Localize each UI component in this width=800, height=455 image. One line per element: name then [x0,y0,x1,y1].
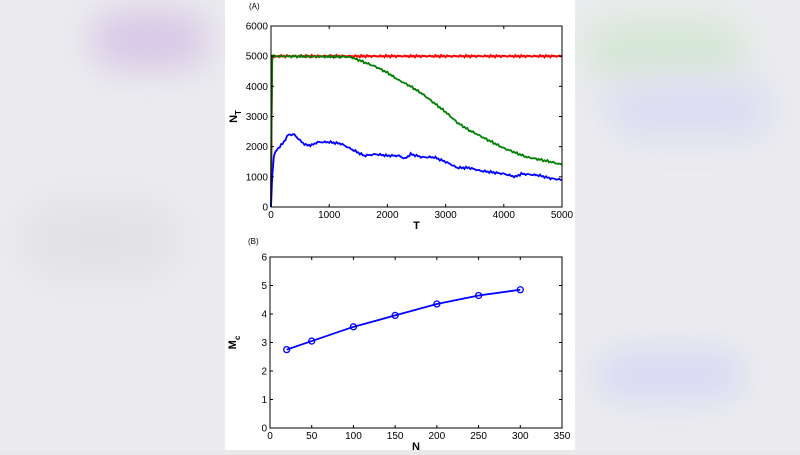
x-tick-label: 0 [267,431,273,442]
x-tick-label: 350 [554,431,571,442]
data-point [308,337,316,345]
figure: (A)0 1000 2000 3000 4000 50000100020003000400… [227,2,574,453]
x-tick-label: 250 [470,431,487,442]
blurred-background-left [0,0,225,450]
x-tick-label: 50 [306,431,318,442]
x-tick-label: 5000 [551,210,574,221]
y-axis-label-subscript: c [233,335,242,340]
y-tick-label: 2000 [246,142,269,153]
y-tick-label: 0 [262,203,268,214]
figure-panel: (A) 0 1000 2000 3000 4000 5000 0 1000 2000 3000 400… [225,0,575,453]
x-tick-label: 1000 [318,210,341,221]
y-tick-label: 0 [261,424,267,435]
x-tick-label: 200 [429,431,446,442]
x-axis-label: T [413,220,420,232]
y-tick-label: 1000 [246,172,269,183]
data-point [349,323,358,331]
x-tick-label: 150 [387,431,404,442]
y-tick-label: 4000 [246,82,269,93]
series-line-green [270,53,563,208]
y-axis-label: Mc [227,335,242,349]
x-axis-label: N [412,441,420,450]
x-tick-label: 3000 [434,210,457,221]
x-tick-label: 4000 [493,210,516,221]
y-tick-label: 4 [261,310,267,321]
chart-b: (B) 0 50 100 150 200 250 300 350 0 1 2 3 4 5 6 N Mc [227,237,571,453]
data-point [516,286,524,294]
y-tick-label: 1 [261,395,267,406]
x-tick-label: 300 [512,431,529,442]
y-tick-label: 3 [261,338,267,349]
y-tick-label: 5 [261,281,267,292]
data-point [433,300,441,308]
y-tick-label: 5000 [246,52,269,63]
data-point [474,291,483,300]
y-tick-label: 3000 [246,112,269,123]
x-tick-label: 2000 [376,210,399,221]
y-axis-label-subscript: T [234,110,243,115]
y-axis-label: NT [228,110,243,123]
y-tick-label: 2 [261,367,267,378]
axes-box [270,25,563,208]
data-point [391,311,399,320]
chart-a: (A) 0 1000 2000 3000 4000 5000 0 1000 2000 3000 400… [228,2,574,232]
series-line-Mc [286,288,521,351]
x-tick-label: 100 [345,431,362,442]
panel-label: (B) [248,237,259,246]
series-line-blue [270,133,563,208]
y-tick-label: 6 [261,253,267,264]
series-line-red [270,53,563,208]
data-point [283,345,291,354]
panel-label: (A) [249,2,260,11]
y-tick-label: 6000 [246,22,269,33]
x-tick-label: 0 [268,210,274,221]
blurred-background-right [575,0,800,450]
